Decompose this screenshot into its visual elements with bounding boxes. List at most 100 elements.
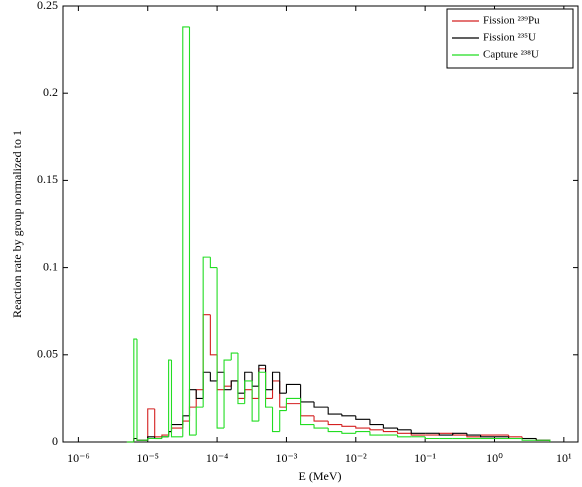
histogram-step [279, 380, 287, 408]
histogram-step [313, 401, 329, 408]
histogram-step [300, 384, 315, 403]
histogram-step [369, 431, 384, 436]
histogram-step [216, 267, 225, 429]
y-tick-label: 0.25 [37, 0, 58, 12]
histogram-step [341, 414, 356, 417]
histogram-step [355, 415, 370, 420]
histogram-step [195, 389, 204, 399]
histogram-step [300, 403, 315, 417]
histogram-step [182, 420, 190, 429]
histogram-step [382, 429, 398, 433]
histogram-step [170, 360, 183, 438]
histogram-step [237, 353, 245, 405]
histogram-step [202, 256, 211, 408]
histogram-step [452, 432, 467, 436]
histogram-step [265, 368, 273, 399]
series [126, 314, 551, 443]
histogram-step [271, 371, 280, 390]
histogram-step [396, 435, 412, 438]
y-tick-label: 0 [52, 434, 58, 448]
x-tick-label: 10⁰ [486, 451, 503, 465]
x-tick-label: 10⁻³ [275, 451, 297, 465]
histogram-step [285, 383, 301, 394]
histogram-step [195, 406, 204, 436]
histogram-step [327, 421, 342, 426]
histogram-step [209, 314, 218, 356]
histogram-step [521, 438, 537, 441]
x-tick-label: 10⁻⁵ [136, 451, 159, 465]
histogram-step [508, 435, 523, 438]
histogram-step [396, 428, 412, 431]
plot-frame [62, 5, 579, 443]
legend: Fission ²³⁹Pu Fission ²³⁵U Capture ²³⁸U [446, 8, 574, 69]
x-tick-label: 10⁻¹ [414, 451, 436, 465]
histogram-step [170, 427, 183, 432]
x-tick-label: 10⁻⁴ [206, 451, 229, 465]
histogram-step [355, 430, 370, 434]
histogram-step [258, 371, 266, 422]
histogram-step [327, 407, 342, 415]
histogram-step [237, 380, 245, 399]
histogram-step [382, 424, 398, 429]
histogram-step [396, 431, 412, 434]
histogram-step [410, 433, 426, 436]
histogram-step [251, 389, 259, 399]
histogram-step [154, 408, 162, 438]
histogram-step [466, 435, 481, 438]
histogram-step [536, 439, 551, 442]
histogram-step [202, 314, 211, 390]
histogram-step [480, 435, 495, 438]
histogram-step [265, 372, 273, 408]
series [126, 26, 551, 443]
histogram-step [251, 380, 259, 422]
histogram-step [313, 424, 329, 429]
histogram-step [355, 426, 370, 429]
series [126, 364, 551, 443]
histogram-step [258, 368, 266, 399]
histogram-step [285, 397, 301, 411]
histogram-step [230, 380, 238, 387]
histogram-step [279, 372, 287, 394]
x-tick-label: 10⁻² [345, 451, 367, 465]
histogram-step [168, 359, 172, 437]
histogram-step [244, 389, 253, 399]
y-tick-label: 0.1 [43, 259, 58, 273]
histogram-step [188, 406, 197, 422]
histogram-step [341, 424, 356, 427]
histogram-step [209, 257, 218, 269]
histogram-step [438, 433, 453, 436]
histogram-step [265, 365, 273, 391]
histogram-step [271, 380, 280, 399]
histogram-step [410, 429, 426, 434]
histogram-step [133, 338, 137, 442]
legend-label: Fission ²³⁵U [483, 32, 536, 44]
histogram-step [223, 359, 232, 429]
histogram-step [182, 415, 190, 425]
histogram-step [466, 433, 481, 436]
histogram-step [223, 372, 232, 391]
histogram-step [369, 428, 384, 431]
histogram-step [188, 26, 197, 436]
histogram-step [251, 372, 259, 387]
histogram-step [424, 436, 440, 440]
legend-box [446, 8, 574, 69]
histogram-step [244, 380, 253, 404]
histogram-step [279, 410, 287, 432]
histogram-step [271, 407, 280, 433]
histogram-step [147, 408, 155, 441]
histogram-step [313, 415, 329, 422]
histogram-step [369, 419, 384, 426]
y-tick-label: 0.2 [43, 85, 58, 99]
histogram-step [202, 371, 211, 399]
x-axis-label: E (MeV) [299, 469, 342, 483]
histogram-step [216, 371, 225, 381]
histogram-step [341, 431, 356, 434]
y-tick-label: 0.15 [37, 172, 58, 186]
histogram-step [285, 403, 301, 408]
x-tick-label: 10¹ [556, 451, 572, 465]
y-tick-label: 0.05 [37, 347, 58, 361]
histogram-step [161, 434, 169, 437]
histogram-step [327, 428, 342, 433]
histogram-step [136, 339, 148, 441]
